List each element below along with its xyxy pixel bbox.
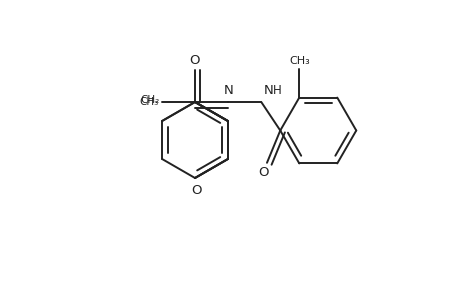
- Text: O: O: [191, 184, 202, 197]
- Text: N: N: [223, 84, 233, 97]
- Text: O: O: [190, 54, 200, 67]
- Text: CH₂: CH₂: [140, 95, 159, 105]
- Text: O: O: [258, 166, 269, 179]
- Text: H: H: [273, 84, 281, 97]
- Text: CH₃: CH₃: [139, 97, 158, 107]
- Text: N: N: [263, 84, 273, 97]
- Text: CH₃: CH₃: [288, 56, 309, 66]
